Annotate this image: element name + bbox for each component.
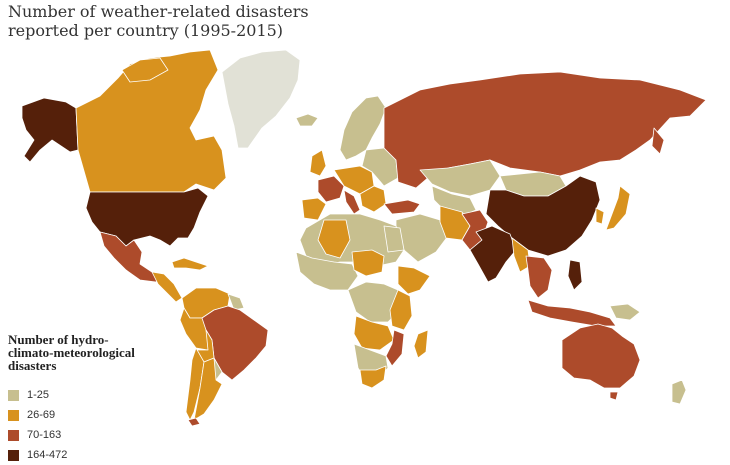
region-italy [343, 189, 361, 215]
region-caribbean [171, 257, 209, 271]
region-east-africa [389, 289, 413, 331]
region-scandinavia [339, 95, 387, 161]
region-sahel-niger-chad [351, 249, 385, 277]
legend-swatch-70-163 [8, 429, 19, 441]
region-new-zealand [671, 379, 687, 405]
region-egypt [383, 225, 405, 253]
region-australia [561, 323, 641, 389]
legend-label-26-69: 26-69 [27, 409, 56, 421]
legend-item-26-69: 26-69 [8, 405, 198, 425]
legend-swatch-1-25 [8, 389, 19, 401]
region-france [317, 175, 345, 203]
region-central-america [151, 271, 183, 303]
region-tasmania [609, 391, 619, 401]
region-philippines [567, 259, 583, 291]
region-kazakhstan [419, 159, 501, 197]
region-west-africa [295, 251, 359, 291]
region-greenland [221, 49, 301, 149]
legend-swatch-164-472 [8, 449, 19, 461]
region-ethiopia-horn [397, 265, 431, 295]
legend-item-1-25: 1-25 [8, 385, 198, 405]
legend-item-164-472: 164-472 [8, 445, 198, 465]
region-south-africa [359, 365, 387, 389]
region-iceland [295, 113, 319, 127]
legend-items: 1-25 26-69 70-163 164-472 [8, 385, 198, 465]
legend-title-line-1: Number of hydro- [8, 332, 109, 347]
region-indonesia [527, 299, 617, 327]
region-algeria [317, 219, 351, 259]
map-title: Number of weather-related disasters repo… [8, 2, 338, 40]
legend-title-line-3: disasters [8, 358, 57, 373]
region-turkey [383, 199, 421, 215]
map-title-line-2: reported per country (1995-2015) [8, 21, 284, 40]
region-canada-arctic-islands [121, 57, 169, 83]
region-india [469, 225, 517, 283]
region-guianas [227, 293, 245, 311]
region-uk-ireland [309, 149, 327, 177]
legend-label-1-25: 1-25 [27, 389, 50, 401]
region-japan [605, 185, 631, 231]
region-iberia [301, 197, 327, 221]
region-united-states [85, 187, 209, 247]
legend-title-line-2: climato-meteorological [8, 345, 135, 360]
region-madagascar [413, 329, 429, 359]
legend-label-164-472: 164-472 [27, 449, 68, 461]
legend-item-70-163: 70-163 [8, 425, 198, 445]
region-angola-zambia [353, 315, 395, 351]
map-title-line-1: Number of weather-related disasters [8, 2, 309, 21]
region-southeast-asia [525, 255, 553, 299]
legend-label-70-163: 70-163 [27, 429, 62, 441]
region-kamchatka [651, 127, 665, 155]
legend-title: Number of hydro- climato-meteorological … [8, 333, 198, 372]
region-bangladesh-myanmar [511, 237, 531, 273]
legend-swatch-26-69 [8, 409, 19, 421]
region-korea [595, 207, 605, 225]
region-argentina [193, 357, 223, 421]
legend: Number of hydro- climato-meteorological … [8, 333, 198, 465]
region-alaska [21, 97, 79, 163]
region-mozambique [385, 329, 405, 367]
region-tierra-del-fuego [187, 417, 201, 427]
region-papua [609, 303, 641, 321]
